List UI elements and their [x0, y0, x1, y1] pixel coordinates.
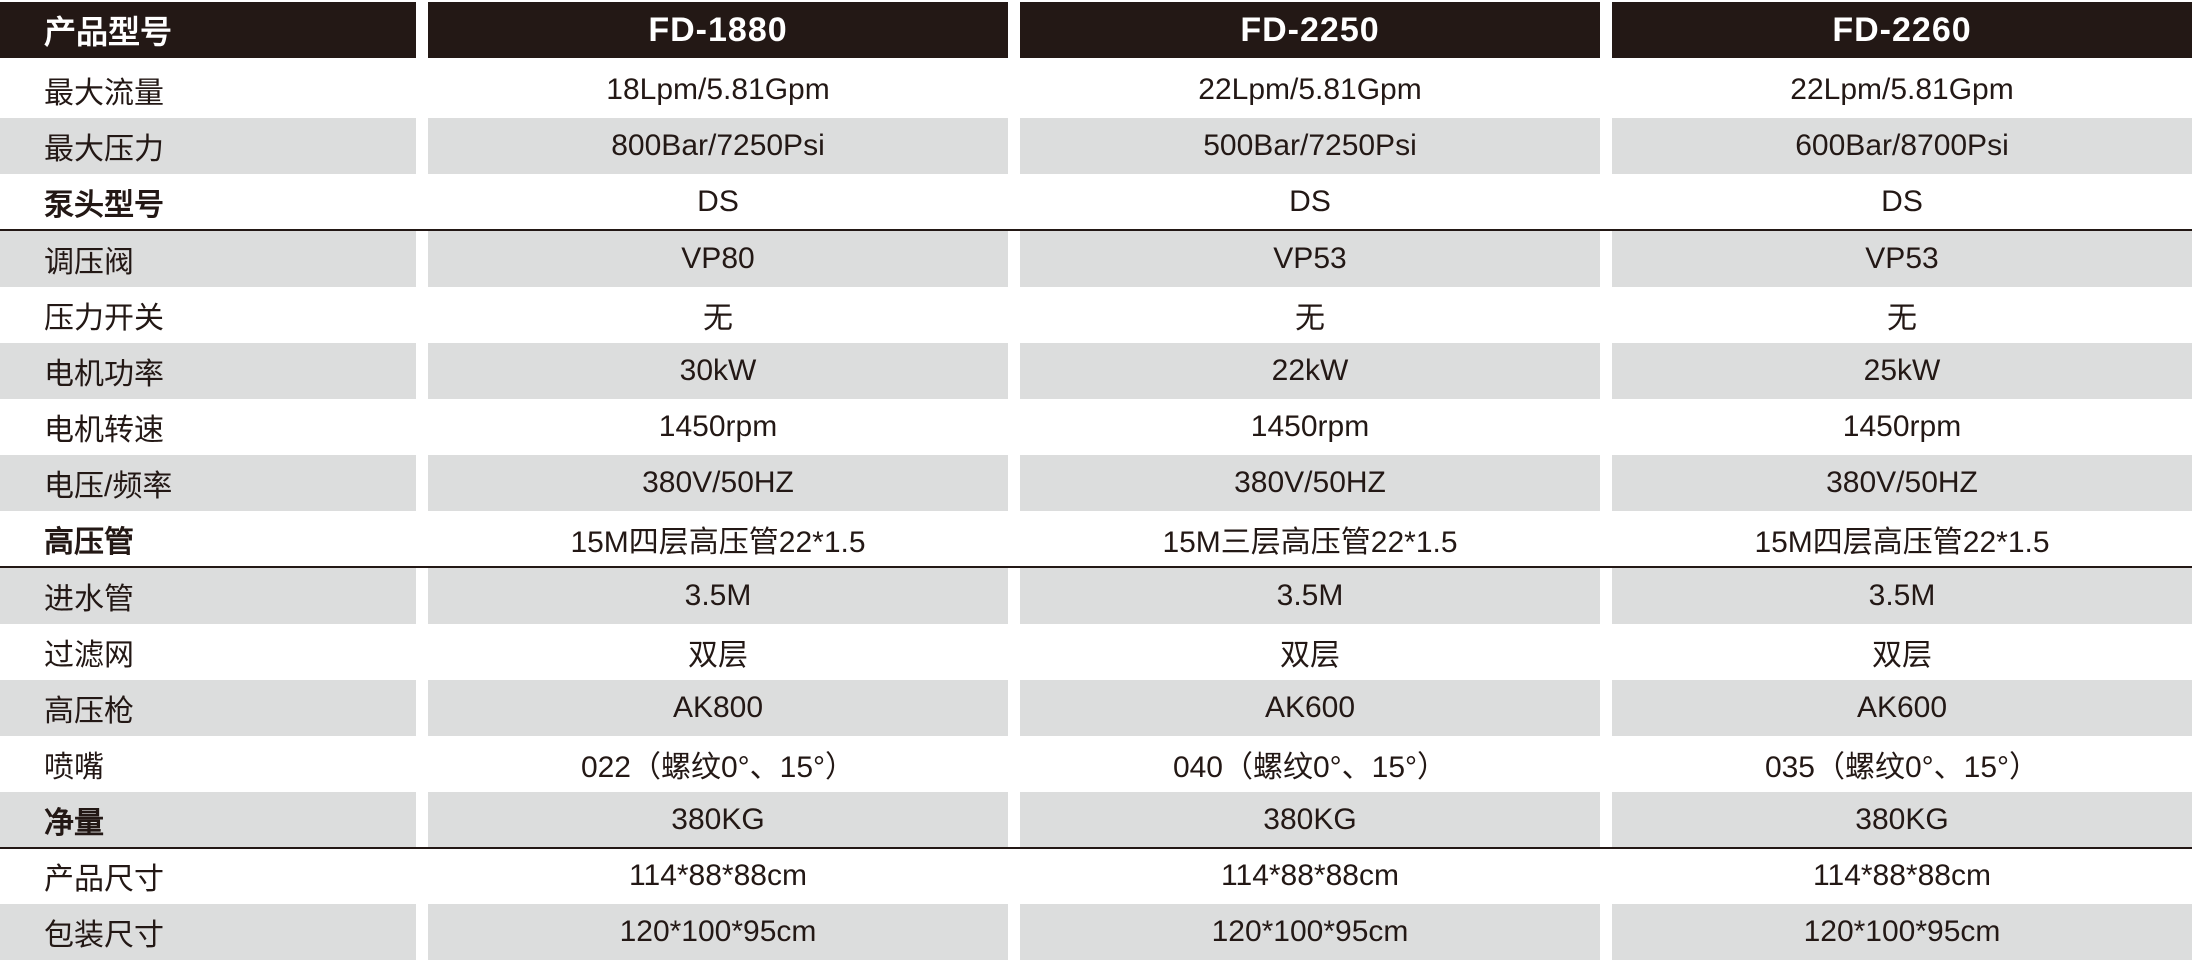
section-divider — [0, 229, 2192, 231]
row-value: 380KG — [1612, 792, 2192, 848]
row-value: VP53 — [1020, 231, 1600, 287]
row-inlet-hose: 进水管 3.5M 3.5M 3.5M — [0, 568, 2192, 624]
row-value: DS — [1881, 185, 1923, 218]
row-label: 产品尺寸 — [44, 863, 164, 896]
row-max-flow: 最大流量 18Lpm/5.81Gpm 22Lpm/5.81Gpm 22Lpm/5… — [0, 62, 2192, 118]
model-header-3: FD-2260 — [1612, 2, 2192, 58]
row-value: 15M四层高压管22*1.5 — [570, 526, 866, 559]
row-label: 最大流量 — [44, 77, 164, 110]
row-value: 114*88*88cm — [1813, 859, 1991, 892]
row-pump-head: 泵头型号 DS DS DS — [0, 174, 2192, 230]
row-label: 电压/频率 — [0, 455, 416, 511]
row-value: 120*100*95cm — [1612, 904, 2192, 960]
row-value: 无 — [1295, 302, 1325, 335]
row-value: 380V/50HZ — [428, 455, 1008, 511]
row-pressure-switch: 压力开关 无 无 无 — [0, 287, 2192, 343]
row-value: 无 — [703, 302, 733, 335]
row-value: 120*100*95cm — [428, 904, 1008, 960]
row-value: 1450rpm — [1842, 410, 1962, 443]
row-value: 040（螺纹0°、15°） — [1172, 751, 1448, 784]
row-label: 最大压力 — [0, 118, 416, 174]
row-value: 114*88*88cm — [1221, 859, 1399, 892]
row-value: 800Bar/7250Psi — [428, 118, 1008, 174]
section-divider — [0, 847, 2192, 849]
header-label: 产品型号 — [0, 2, 416, 58]
row-label: 喷嘴 — [44, 751, 104, 784]
row-value: 500Bar/7250Psi — [1020, 118, 1600, 174]
row-value: 035（螺纹0°、15°） — [1764, 751, 2040, 784]
row-value: 22kW — [1020, 343, 1600, 399]
row-value: 3.5M — [1612, 568, 2192, 624]
header-row: 产品型号 FD-1880 FD-2250 FD-2260 — [0, 2, 2192, 58]
row-motor-speed: 电机转速 1450rpm 1450rpm 1450rpm — [0, 399, 2192, 455]
row-label: 过滤网 — [44, 639, 134, 672]
row-value: 15M四层高压管22*1.5 — [1754, 526, 2050, 559]
row-value: AK600 — [1020, 680, 1600, 736]
row-label: 调压阀 — [0, 231, 416, 287]
row-label: 高压枪 — [0, 680, 416, 736]
row-package-size: 包装尺寸 120*100*95cm 120*100*95cm 120*100*9… — [0, 904, 2192, 960]
row-value: 15M三层高压管22*1.5 — [1162, 526, 1458, 559]
row-value: AK600 — [1612, 680, 2192, 736]
row-value: 1450rpm — [658, 410, 778, 443]
row-value: 22Lpm/5.81Gpm — [1790, 73, 2014, 106]
row-voltage-frequency: 电压/频率 380V/50HZ 380V/50HZ 380V/50HZ — [0, 455, 2192, 511]
model-header-1: FD-1880 — [428, 2, 1008, 58]
row-value: 双层 — [688, 639, 748, 672]
section-divider — [0, 566, 2192, 568]
row-value: 22Lpm/5.81Gpm — [1198, 73, 1422, 106]
row-value: 双层 — [1872, 639, 1932, 672]
row-motor-power: 电机功率 30kW 22kW 25kW — [0, 343, 2192, 399]
row-label: 高压管 — [44, 526, 134, 559]
row-label: 电机转速 — [44, 414, 164, 447]
row-value: 3.5M — [428, 568, 1008, 624]
row-spray-gun: 高压枪 AK800 AK600 AK600 — [0, 680, 2192, 736]
row-value: 3.5M — [1020, 568, 1600, 624]
row-value: 双层 — [1280, 639, 1340, 672]
row-value: 380KG — [428, 792, 1008, 848]
row-value: 600Bar/8700Psi — [1612, 118, 2192, 174]
row-value: DS — [697, 185, 739, 218]
row-max-pressure: 最大压力 800Bar/7250Psi 500Bar/7250Psi 600Ba… — [0, 118, 2192, 174]
row-filter: 过滤网 双层 双层 双层 — [0, 624, 2192, 680]
row-value: 380V/50HZ — [1020, 455, 1600, 511]
row-value: 25kW — [1612, 343, 2192, 399]
row-regulator-valve: 调压阀 VP80 VP53 VP53 — [0, 231, 2192, 287]
row-value: 无 — [1887, 302, 1917, 335]
row-nozzle: 喷嘴 022（螺纹0°、15°） 040（螺纹0°、15°） 035（螺纹0°、… — [0, 736, 2192, 792]
row-label: 包装尺寸 — [0, 904, 416, 960]
row-value: 022（螺纹0°、15°） — [580, 751, 856, 784]
row-value: AK800 — [428, 680, 1008, 736]
row-high-pressure-hose: 高压管 15M四层高压管22*1.5 15M三层高压管22*1.5 15M四层高… — [0, 511, 2192, 567]
row-value: DS — [1289, 185, 1331, 218]
row-value: 380KG — [1020, 792, 1600, 848]
row-label: 净量 — [0, 792, 416, 848]
row-value: 120*100*95cm — [1020, 904, 1600, 960]
row-label: 进水管 — [0, 568, 416, 624]
row-value: 18Lpm/5.81Gpm — [606, 73, 830, 106]
row-value: 380V/50HZ — [1612, 455, 2192, 511]
row-product-size: 产品尺寸 114*88*88cm 114*88*88cm 114*88*88cm — [0, 848, 2192, 904]
model-header-2: FD-2250 — [1020, 2, 1600, 58]
row-label: 压力开关 — [44, 302, 164, 335]
row-value: 1450rpm — [1250, 410, 1370, 443]
row-value: VP80 — [428, 231, 1008, 287]
row-label: 电机功率 — [0, 343, 416, 399]
row-value: 30kW — [428, 343, 1008, 399]
row-net-weight: 净量 380KG 380KG 380KG — [0, 792, 2192, 848]
row-value: VP53 — [1612, 231, 2192, 287]
row-label: 泵头型号 — [44, 189, 164, 222]
row-value: 114*88*88cm — [629, 859, 807, 892]
